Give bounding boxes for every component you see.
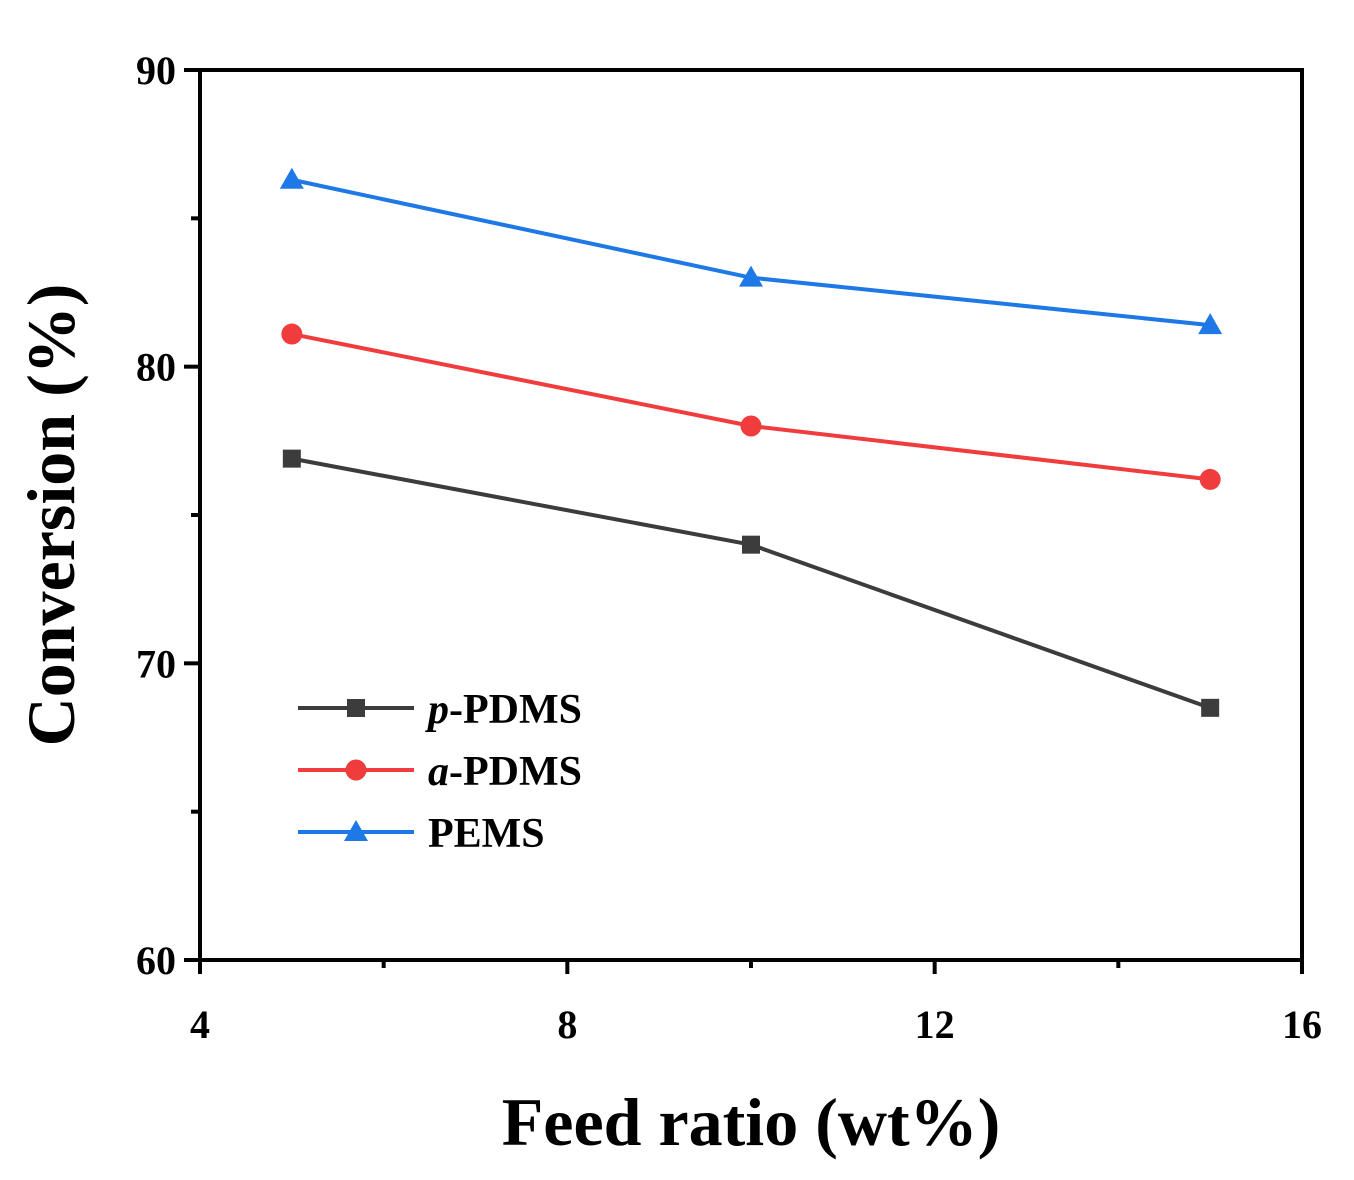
data-point: [1199, 468, 1221, 490]
series-line: [291, 177, 1211, 328]
series-line: [291, 332, 1211, 482]
data-point: [281, 323, 303, 345]
legend-item: p-PDMS: [298, 687, 582, 733]
y-axis-title: Conversion (%): [13, 284, 89, 747]
legend-marker: [347, 699, 365, 717]
data-point: [742, 535, 760, 554]
y-tick-label: 60: [136, 938, 176, 983]
legend: p-PDMS a-PDMS PEMS: [298, 687, 582, 857]
legend-item: a-PDMS: [298, 749, 582, 795]
legend-label: PEMS: [428, 811, 545, 857]
x-tick-label: 12: [915, 1002, 955, 1047]
y-tick-label: 70: [136, 641, 176, 686]
x-tick-label: 4: [190, 1002, 210, 1047]
data-point: [739, 265, 763, 287]
plot-frame: [198, 68, 1304, 962]
axis-ticks: [184, 68, 1304, 974]
legend-marker: [345, 759, 367, 781]
y-tick-label: 90: [136, 48, 176, 93]
series-layer: [279, 167, 1223, 717]
legend-item: PEMS: [298, 811, 545, 857]
data-point: [279, 167, 304, 189]
series-PEMS: [279, 167, 1223, 335]
x-tick-label: 8: [557, 1002, 577, 1047]
data-point: [1201, 698, 1220, 717]
x-axis-title: Feed ratio (wt%): [502, 1084, 1000, 1160]
y-tick-label: 80: [136, 345, 176, 390]
series-p-PDMS: [282, 449, 1220, 717]
data-point: [1198, 313, 1223, 335]
legend-label: a-PDMS: [428, 749, 582, 795]
tick-labels: 4 8 12 16 60 70 80 90: [136, 48, 1322, 1047]
series-line: [291, 456, 1211, 710]
legend-marker: [344, 820, 368, 841]
data-point: [740, 415, 762, 437]
data-point: [282, 449, 301, 468]
legend-label: p-PDMS: [425, 687, 582, 733]
x-tick-label: 16: [1282, 1002, 1322, 1047]
series-a-PDMS: [281, 323, 1221, 490]
